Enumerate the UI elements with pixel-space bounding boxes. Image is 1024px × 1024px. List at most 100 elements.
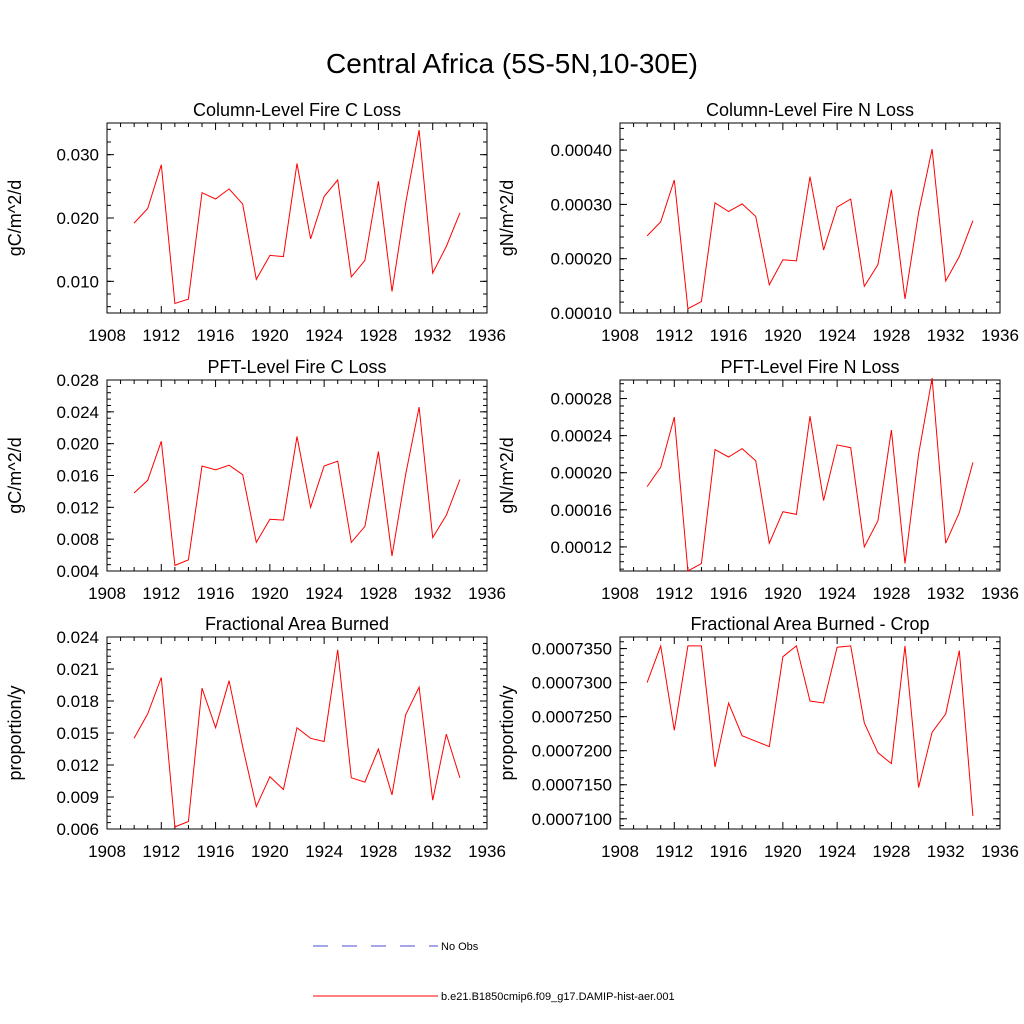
panel-title: Fractional Area Burned - Crop xyxy=(690,614,929,634)
x-tick-label: 1916 xyxy=(197,326,235,345)
legend-label-1: No Obs xyxy=(441,941,479,953)
x-tick-label: 1920 xyxy=(764,584,802,603)
chart-panel-3: PFT-Level Fire C Loss 1908 1912 1916 1920 192… xyxy=(5,357,506,603)
y-tick-label: 0.020 xyxy=(56,435,99,454)
x-tick-label: 1924 xyxy=(305,584,343,603)
x-tick-label: 1928 xyxy=(360,842,398,861)
x-tick-label: 1928 xyxy=(360,584,398,603)
y-tick-label: 0.030 xyxy=(56,146,99,165)
x-tick-label: 1924 xyxy=(818,842,856,861)
x-tick-label: 1916 xyxy=(710,842,748,861)
series-line xyxy=(133,129,461,305)
y-axis-label: gC/m^2/d xyxy=(5,437,25,513)
y-tick-label: 0.021 xyxy=(56,660,99,679)
y-tick-label: 0.00030 xyxy=(551,195,612,214)
x-tick-label: 1928 xyxy=(873,584,911,603)
y-tick-label: 0.0007200 xyxy=(532,742,612,761)
chart-panel-5: Fractional Area Burned 1908 1912 1916 1920 19… xyxy=(5,614,506,861)
series-line xyxy=(646,148,974,310)
x-tick-label: 1928 xyxy=(360,326,398,345)
y-axis-label: proportion/y xyxy=(497,685,517,780)
series-line xyxy=(646,378,974,572)
series-line xyxy=(133,407,461,567)
x-tick-label: 1932 xyxy=(927,584,965,603)
y-tick-label: 0.024 xyxy=(56,628,99,647)
x-tick-label: 1916 xyxy=(197,584,235,603)
plot-frame xyxy=(619,122,1001,314)
chart-panel-1: Column-Level Fire C Loss 1908 1912 1916 1920… xyxy=(5,100,506,345)
x-tick-label: 1932 xyxy=(414,584,452,603)
y-tick-label: 0.008 xyxy=(56,530,99,549)
y-tick-label: 0.00016 xyxy=(551,501,612,520)
y-tick-label: 0.00020 xyxy=(551,250,612,269)
y-tick-label: 0.024 xyxy=(56,403,99,422)
x-tick-label: 1936 xyxy=(468,842,506,861)
y-tick-label: 0.020 xyxy=(56,209,99,228)
x-tick-label: 1920 xyxy=(764,842,802,861)
x-tick-label: 1912 xyxy=(142,842,180,861)
x-tick-label: 1920 xyxy=(251,842,289,861)
x-tick-label: 1916 xyxy=(197,842,235,861)
x-tick-label: 1924 xyxy=(818,584,856,603)
legend-label-2: b.e21.B1850cmip6.f09_g17.DAMIP-hist-aer.… xyxy=(441,991,675,1003)
x-tick-label: 1916 xyxy=(710,584,748,603)
y-tick-label: 0.028 xyxy=(56,371,99,390)
chart-panel-4: PFT-Level Fire N Loss 1908 1912 1916 1920 192… xyxy=(497,357,1019,603)
x-tick-label: 1932 xyxy=(414,842,452,861)
x-tick-label: 1908 xyxy=(88,842,126,861)
y-tick-label: 0.016 xyxy=(56,467,99,486)
panel-title: Column-Level Fire C Loss xyxy=(193,100,401,120)
y-tick-label: 0.0007350 xyxy=(532,640,612,659)
y-tick-label: 0.004 xyxy=(56,562,99,581)
panel-title: Fractional Area Burned xyxy=(205,614,389,634)
series-line xyxy=(646,643,974,817)
plot-frame xyxy=(106,379,488,572)
x-tick-label: 1928 xyxy=(873,842,911,861)
y-tick-label: 0.00040 xyxy=(551,141,612,160)
y-tick-label: 0.009 xyxy=(56,788,99,807)
plot-frame xyxy=(106,122,488,314)
y-axis-label: proportion/y xyxy=(5,685,25,780)
y-tick-label: 0.012 xyxy=(56,756,99,775)
plot-frame xyxy=(106,636,488,830)
panel-title: PFT-Level Fire N Loss xyxy=(720,357,899,377)
y-axis-label: gN/m^2/d xyxy=(497,180,517,256)
y-tick-label: 0.0007250 xyxy=(532,708,612,727)
y-tick-label: 0.00010 xyxy=(551,304,612,323)
x-tick-label: 1932 xyxy=(927,326,965,345)
x-tick-label: 1932 xyxy=(927,842,965,861)
y-tick-label: 0.00028 xyxy=(551,390,612,409)
x-tick-label: 1928 xyxy=(873,326,911,345)
x-tick-label: 1912 xyxy=(142,584,180,603)
x-tick-label: 1936 xyxy=(468,584,506,603)
x-tick-label: 1908 xyxy=(601,842,639,861)
x-tick-label: 1920 xyxy=(251,584,289,603)
x-tick-label: 1936 xyxy=(981,326,1019,345)
panel-title: Column-Level Fire N Loss xyxy=(706,100,914,120)
x-tick-label: 1916 xyxy=(710,326,748,345)
y-tick-label: 0.0007300 xyxy=(532,674,612,693)
x-tick-label: 1912 xyxy=(655,842,693,861)
x-tick-label: 1936 xyxy=(981,584,1019,603)
x-tick-label: 1908 xyxy=(601,584,639,603)
main-title: Central Africa (5S-5N,10-30E) xyxy=(326,48,698,79)
y-tick-label: 0.006 xyxy=(56,820,99,839)
x-tick-label: 1908 xyxy=(88,326,126,345)
chart-panel-6: Fractional Area Burned - Crop 1908 1912 191… xyxy=(497,614,1019,861)
x-tick-label: 1920 xyxy=(251,326,289,345)
y-tick-label: 0.018 xyxy=(56,692,99,711)
x-tick-label: 1932 xyxy=(414,326,452,345)
y-tick-label: 0.00020 xyxy=(551,464,612,483)
x-tick-label: 1908 xyxy=(88,584,126,603)
y-tick-label: 0.0007150 xyxy=(532,776,612,795)
y-tick-label: 0.015 xyxy=(56,724,99,743)
y-tick-label: 0.00012 xyxy=(551,538,612,557)
plot-frame xyxy=(619,379,1001,572)
x-tick-label: 1908 xyxy=(601,326,639,345)
y-tick-label: 0.012 xyxy=(56,498,99,517)
plot-frame xyxy=(619,636,1001,830)
x-tick-label: 1936 xyxy=(468,326,506,345)
y-tick-label: 0.0007100 xyxy=(532,810,612,829)
chart-panel-2: Column-Level Fire N Loss 1908 1912 1916 1920… xyxy=(497,100,1019,345)
x-tick-label: 1912 xyxy=(655,584,693,603)
